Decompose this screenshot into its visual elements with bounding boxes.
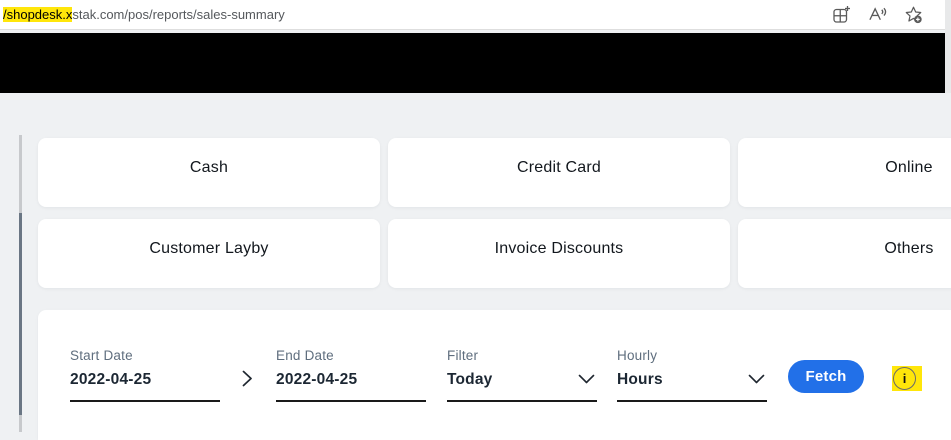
browser-toolbar-icons bbox=[832, 5, 945, 24]
hourly-value[interactable]: Hours bbox=[617, 371, 663, 388]
field-underline bbox=[276, 400, 426, 402]
add-favorite-icon[interactable] bbox=[904, 5, 923, 24]
redacted-header-banner bbox=[0, 33, 945, 93]
url-find-highlight: /shopdesk.x bbox=[3, 7, 73, 22]
card-invoice-discounts: Invoice Discounts bbox=[388, 219, 730, 288]
filter-value[interactable]: Today bbox=[447, 371, 493, 388]
card-label: Cash bbox=[189, 159, 229, 176]
card-online: Online bbox=[738, 138, 951, 207]
info-icon[interactable]: i bbox=[893, 367, 916, 390]
window-edge-strip bbox=[945, 0, 951, 93]
url-rest: stak.com/pos/reports/sales-summary bbox=[72, 7, 285, 22]
field-underline bbox=[70, 400, 220, 402]
hourly-label: Hourly bbox=[617, 348, 658, 363]
start-date-field[interactable]: Start Date 2022-04-25 bbox=[70, 348, 220, 402]
filter-select[interactable]: Filter Today bbox=[447, 348, 597, 402]
end-date-field[interactable]: End Date 2022-04-25 bbox=[276, 348, 426, 402]
filter-label: Filter bbox=[447, 348, 479, 363]
card-label: Others bbox=[884, 240, 934, 257]
card-others: Others bbox=[738, 219, 951, 288]
split-screen-icon[interactable] bbox=[832, 5, 851, 24]
field-underline bbox=[447, 400, 597, 402]
card-label: Customer Layby bbox=[149, 240, 269, 257]
chevron-down-icon[interactable] bbox=[748, 372, 765, 390]
chevron-down-icon[interactable] bbox=[578, 372, 595, 390]
report-filter-panel: Start Date 2022-04-25 End Date 2022-04-2… bbox=[38, 310, 951, 440]
left-scrollbar-thumb[interactable] bbox=[19, 213, 22, 415]
payment-summary-cards: Cash Credit Card Online Customer Layby I… bbox=[38, 138, 951, 288]
field-underline bbox=[617, 400, 767, 402]
card-label: Invoice Discounts bbox=[494, 240, 624, 257]
end-date-label: End Date bbox=[276, 348, 334, 363]
url-text[interactable]: /shopdesk.xstak.com/pos/reports/sales-su… bbox=[0, 7, 285, 22]
card-label: Credit Card bbox=[516, 159, 601, 176]
start-date-label: Start Date bbox=[70, 348, 133, 363]
hourly-select[interactable]: Hourly Hours bbox=[617, 348, 767, 402]
start-date-value[interactable]: 2022-04-25 bbox=[70, 371, 152, 388]
info-icon-highlight[interactable]: i bbox=[892, 366, 922, 391]
card-cash: Cash bbox=[38, 138, 380, 207]
card-credit-card: Credit Card bbox=[388, 138, 730, 207]
card-customer-layby: Customer Layby bbox=[38, 219, 380, 288]
fetch-button[interactable]: Fetch bbox=[788, 360, 864, 393]
browser-address-bar[interactable]: /shopdesk.xstak.com/pos/reports/sales-su… bbox=[0, 0, 945, 30]
end-date-value[interactable]: 2022-04-25 bbox=[276, 371, 358, 388]
read-aloud-icon[interactable] bbox=[868, 5, 887, 24]
card-label: Online bbox=[885, 159, 933, 176]
date-range-chevron-icon bbox=[242, 370, 253, 392]
